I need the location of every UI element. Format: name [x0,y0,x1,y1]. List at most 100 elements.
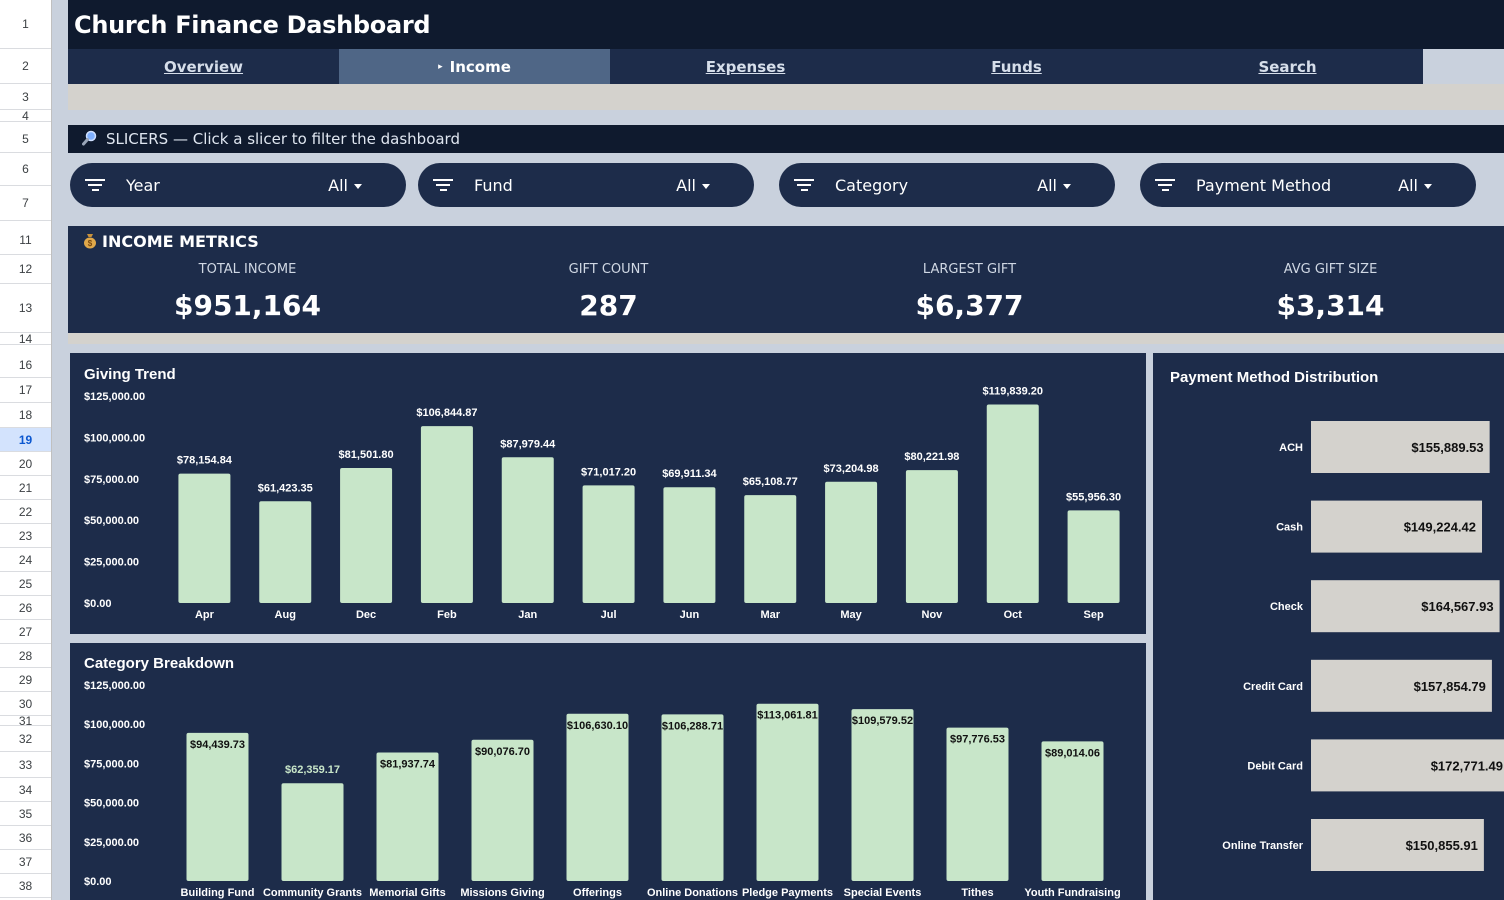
bar [1311,819,1484,871]
bar [986,404,1039,603]
row-number[interactable]: 22 [0,500,51,524]
row-number[interactable]: 37 [0,850,51,874]
x-tick-label: May [840,609,862,621]
y-tick-label: $50,000.00 [84,515,139,527]
metric-label: LARGEST GIFT [922,262,1017,277]
data-label: $106,844.87 [416,407,477,419]
y-tick-label: $75,000.00 [84,474,139,486]
row-number[interactable]: 11 [0,226,51,255]
row-number[interactable]: 19 [0,428,51,452]
bar [851,709,914,881]
play-arrow-icon: ▸ [438,61,443,72]
bar [905,470,958,603]
bar [1311,659,1492,712]
slicer-fund[interactable]: Fund All [418,163,754,207]
slicer-value: All [1037,176,1071,195]
row-number[interactable]: 20 [0,452,51,476]
x-tick-label: Memorial Gifts [369,887,445,899]
data-label: $106,630.10 [567,720,628,732]
slicers-header-text: SLICERS — Click a slicer to filter the d… [106,130,460,148]
row-number[interactable]: 7 [0,186,51,221]
y-tick-label: Cash [1276,522,1303,534]
giving-trend-chart[interactable]: Giving Trend $0.00 $25,000.00 $50,000.00 $7… [70,353,1146,634]
x-tick-label: Missions Giving [460,887,544,899]
row-number[interactable]: 24 [0,548,51,572]
slicer-label: Category [835,175,909,195]
metrics-heading: $ INCOME METRICS [82,232,259,251]
data-label: $119,839.20 [982,386,1043,398]
x-tick-label: Jan [518,609,537,621]
metric-label: TOTAL INCOME [198,262,297,277]
bar [471,739,534,881]
row-number[interactable]: 33 [0,752,51,778]
row-number[interactable]: 23 [0,524,51,548]
row-number[interactable]: 36 [0,826,51,850]
payment-method-svg: ACH $155,889.53 Cash $149,224.42 Check $164,5… [1222,421,1504,871]
row-number[interactable]: 3 [0,84,51,110]
bar [661,714,724,881]
y-tick-label: Credit Card [1243,681,1303,693]
data-label: $62,359.17 [285,764,340,776]
y-tick-label: $0.00 [84,598,112,610]
bar [1311,421,1490,473]
row-number[interactable]: 29 [0,668,51,692]
data-label: $80,221.98 [904,451,959,463]
tab-search[interactable]: Search [1152,49,1423,84]
row-number[interactable]: 17 [0,378,51,403]
x-tick-label: Tithes [961,887,993,899]
row-number[interactable]: 5 [0,125,51,153]
y-tick-label: ACH [1279,442,1303,454]
row-number[interactable]: 31 [0,714,51,728]
data-label: $90,076.70 [475,746,530,758]
x-tick-label: Feb [437,609,457,621]
tab-income[interactable]: ▸ Income [339,49,610,84]
row-number[interactable]: 26 [0,596,51,620]
y-tick-label: Check [1270,601,1304,613]
row-number[interactable]: 2 [0,49,51,84]
category-breakdown-chart[interactable]: Category Breakdown $0.00 $25,000.00 $50,00… [70,643,1146,900]
slicer-category[interactable]: Category All [779,163,1115,207]
y-tick-label: Online Transfer [1222,840,1303,852]
row-header-gutter: 1 2 3 4 5 6 7 11 12 13 14 16 17 18 19 20 21 22 23 24 25 26 27 2… [0,0,52,900]
row-number[interactable]: 14 [0,332,51,346]
row-number[interactable]: 18 [0,403,51,428]
tab-label: Expenses [705,57,786,76]
row-number[interactable]: 13 [0,284,51,333]
data-label: $73,204.98 [824,463,879,475]
data-label: $81,937.74 [380,759,436,771]
row-number[interactable]: 30 [0,692,51,716]
row-number[interactable]: 12 [0,255,51,284]
row-number[interactable]: 28 [0,644,51,668]
x-tick-label: Jun [680,609,700,621]
row-number[interactable]: 1 [0,0,51,49]
row-number[interactable]: 6 [0,153,51,186]
bar [259,501,312,603]
row-number[interactable]: 35 [0,802,51,826]
row-number[interactable]: 32 [0,726,51,752]
metric-avg-gift-size: AVG GIFT SIZE $3,314 [1151,262,1504,322]
income-metrics-panel: $ INCOME METRICS TOTAL INCOME $951,164 GI… [68,226,1504,333]
data-label: $155,889.53 [1411,440,1483,455]
y-tick-label: $25,000.00 [84,557,139,569]
payment-method-chart[interactable]: Payment Method Distribution ACH $155,889.… [1153,353,1504,900]
row-number[interactable]: 25 [0,572,51,596]
row-number[interactable]: 4 [0,109,51,123]
slicer-value: All [1398,176,1432,195]
tab-funds[interactable]: Funds [881,49,1152,84]
row-number[interactable]: 27 [0,620,51,644]
data-label: $106,288.71 [662,720,723,732]
row-number[interactable]: 21 [0,476,51,500]
filter-icon [793,179,815,191]
slicer-payment-method[interactable]: Payment Method All [1140,163,1476,207]
row-number[interactable]: 16 [0,353,51,378]
row-number[interactable]: 34 [0,778,51,802]
slicer-label: Payment Method [1196,175,1332,195]
row-number[interactable]: 38 [0,874,51,898]
bar [281,783,344,881]
metric-value: $951,164 [173,289,321,322]
tab-expenses[interactable]: Expenses [610,49,881,84]
tab-overview[interactable]: Overview [68,49,339,84]
metric-gift-count: GIFT COUNT 287 [429,262,788,322]
slicer-year[interactable]: Year All [70,163,406,207]
spacer-row [68,84,1504,110]
